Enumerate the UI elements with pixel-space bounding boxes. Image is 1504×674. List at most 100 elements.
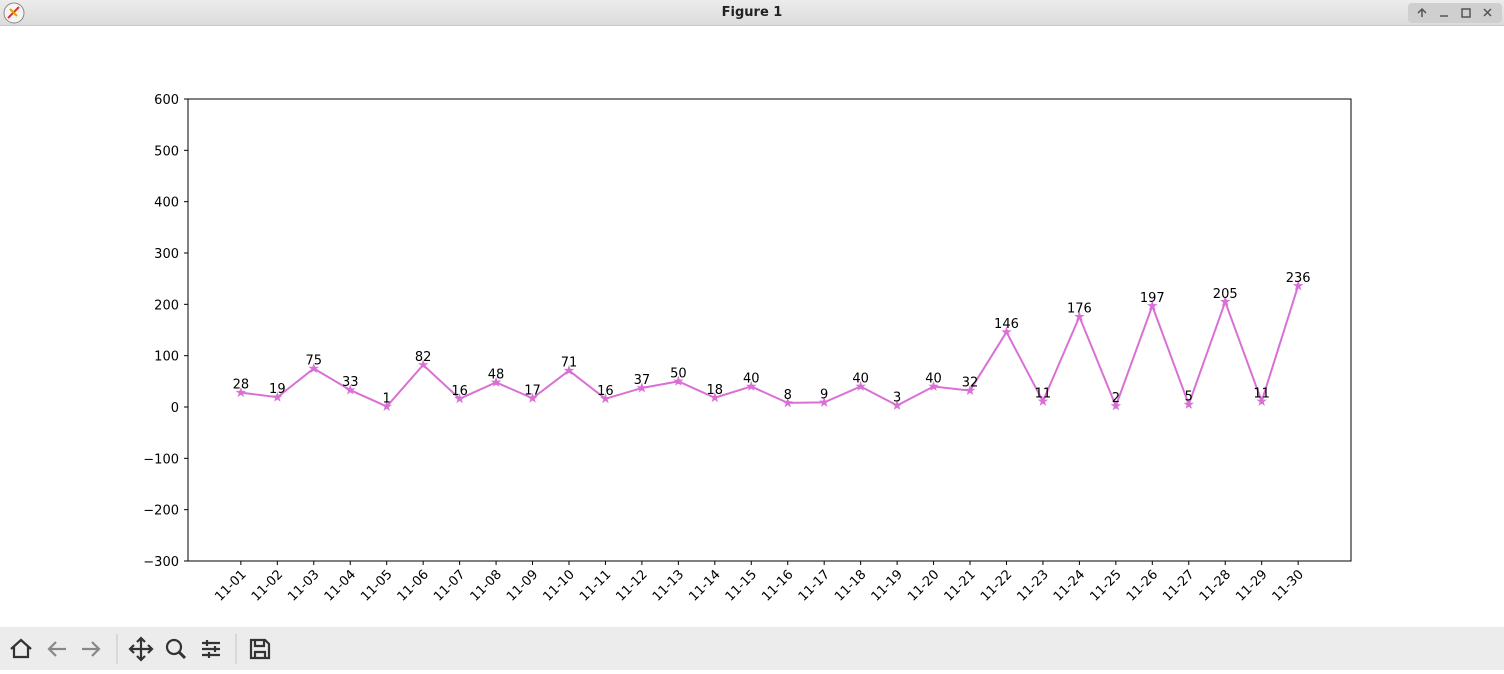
data-point bbox=[1110, 400, 1122, 411]
data-point bbox=[527, 392, 538, 403]
window-controls bbox=[1408, 3, 1502, 23]
y-tick-label: −300 bbox=[143, 555, 179, 570]
data-label: 236 bbox=[1286, 271, 1311, 286]
x-tick-label: 11-09 bbox=[504, 567, 541, 604]
data-point bbox=[272, 391, 283, 402]
data-label: 1 bbox=[383, 391, 391, 406]
x-tick-label: 11-22 bbox=[978, 567, 1015, 604]
x-tick-label: 11-21 bbox=[942, 567, 979, 604]
data-point bbox=[1074, 311, 1085, 322]
y-tick-label: 400 bbox=[154, 196, 179, 211]
maximize-button[interactable] bbox=[1461, 8, 1471, 18]
data-point bbox=[782, 397, 793, 408]
y-tick-label: 300 bbox=[154, 247, 179, 262]
y-tick-label: 100 bbox=[154, 350, 179, 365]
x-tick-label: 11-12 bbox=[613, 567, 650, 604]
data-point bbox=[600, 393, 611, 404]
save-button[interactable] bbox=[249, 638, 271, 660]
x-tick-label: 11-15 bbox=[723, 567, 760, 604]
configure-button[interactable] bbox=[202, 640, 220, 658]
data-point bbox=[928, 380, 939, 391]
data-point bbox=[1037, 395, 1049, 406]
x-tick-label: 11-02 bbox=[249, 567, 286, 604]
y-tick-label: −200 bbox=[143, 504, 179, 519]
x-tick-label: 11-16 bbox=[759, 567, 796, 604]
data-label: 48 bbox=[488, 367, 505, 382]
x-tick-label: 11-07 bbox=[431, 567, 468, 604]
data-point bbox=[454, 393, 465, 404]
data-label: 17 bbox=[524, 383, 541, 398]
data-point bbox=[344, 384, 356, 395]
data-point bbox=[1256, 395, 1267, 406]
data-label: 8 bbox=[784, 388, 792, 403]
data-label: 40 bbox=[925, 371, 942, 386]
x-tick-label: 11-06 bbox=[395, 567, 432, 604]
controls-bg bbox=[1408, 3, 1502, 23]
data-label: 3 bbox=[893, 390, 901, 405]
data-point bbox=[818, 396, 830, 407]
data-point bbox=[563, 365, 575, 376]
forward-button[interactable] bbox=[82, 641, 101, 657]
data-point bbox=[417, 359, 429, 370]
data-label: 146 bbox=[994, 317, 1019, 332]
toolbar bbox=[0, 627, 1504, 670]
data-point bbox=[1147, 300, 1158, 311]
data-label: 19 bbox=[269, 382, 286, 397]
y-tick-label: 600 bbox=[154, 93, 179, 108]
x-tick-label: 11-18 bbox=[832, 567, 869, 604]
data-point bbox=[746, 380, 757, 391]
data-point bbox=[964, 385, 976, 396]
x-tick-label: 11-25 bbox=[1087, 567, 1124, 604]
data-label: 71 bbox=[561, 356, 578, 371]
data-label: 50 bbox=[670, 366, 687, 381]
x-tick-label: 11-10 bbox=[540, 567, 577, 604]
data-label: 205 bbox=[1213, 287, 1238, 302]
data-point bbox=[1001, 326, 1012, 337]
pan-button[interactable] bbox=[128, 636, 154, 662]
shade-button[interactable] bbox=[1417, 7, 1427, 17]
data-label: 16 bbox=[597, 384, 614, 399]
back-button[interactable] bbox=[47, 641, 66, 657]
data-label: 16 bbox=[451, 384, 468, 399]
toolbar-separator bbox=[116, 634, 237, 664]
close-button[interactable] bbox=[1483, 8, 1492, 17]
data-label: 40 bbox=[743, 371, 760, 386]
data-point bbox=[490, 376, 502, 387]
data-label: 37 bbox=[634, 373, 651, 388]
x-tick-label: 11-24 bbox=[1051, 567, 1088, 604]
data-point bbox=[381, 400, 392, 411]
x-tick-label: 11-30 bbox=[1270, 567, 1307, 604]
x-tick-label: 11-23 bbox=[1014, 567, 1051, 604]
title-bar: Figure 1 bbox=[0, 0, 1504, 26]
data-label: 9 bbox=[820, 387, 828, 402]
y-tick-label: −100 bbox=[143, 452, 179, 467]
x-tick-label: 11-17 bbox=[796, 567, 833, 604]
home-button[interactable] bbox=[10, 638, 32, 659]
x-tick-label: 11-28 bbox=[1197, 567, 1234, 604]
data-point bbox=[709, 392, 721, 403]
y-tick-label: 500 bbox=[154, 144, 179, 159]
x-tick-label: 11-08 bbox=[468, 567, 505, 604]
x-tick-label: 11-03 bbox=[285, 567, 322, 604]
data-label: 197 bbox=[1140, 291, 1165, 306]
data-label: 40 bbox=[852, 371, 869, 386]
data-label: 32 bbox=[962, 376, 979, 391]
data-label: 176 bbox=[1067, 302, 1092, 317]
data-label: 11 bbox=[1253, 386, 1270, 401]
app-icon bbox=[3, 2, 25, 24]
data-label: 18 bbox=[707, 383, 724, 398]
x-tick-label: 11-26 bbox=[1124, 567, 1161, 604]
x-tick-label: 11-20 bbox=[905, 567, 942, 604]
zoom-button[interactable] bbox=[165, 638, 187, 660]
x-tick-label: 11-11 bbox=[577, 567, 614, 604]
y-tick-label: 0 bbox=[171, 401, 179, 416]
data-point bbox=[1219, 296, 1231, 307]
x-tick-label: 11-27 bbox=[1160, 567, 1197, 604]
x-tick-label: 11-05 bbox=[358, 567, 395, 604]
data-point bbox=[891, 399, 903, 410]
data-label: 33 bbox=[342, 375, 359, 390]
data-label: 5 bbox=[1185, 389, 1193, 404]
data-label: 28 bbox=[233, 378, 250, 393]
x-tick-label: 11-19 bbox=[869, 567, 906, 604]
